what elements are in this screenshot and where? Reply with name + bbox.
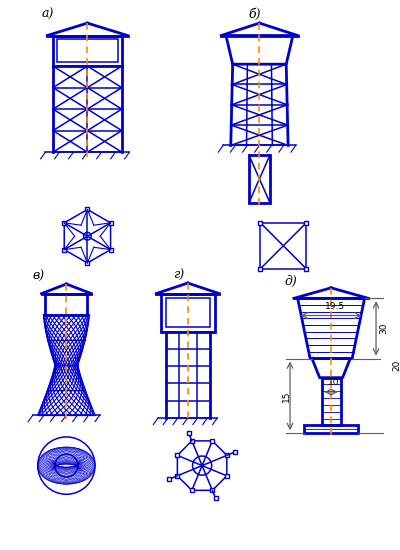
Text: 15: 15: [282, 390, 291, 402]
Text: б): б): [248, 8, 260, 21]
Text: 19.5: 19.5: [325, 302, 345, 311]
Bar: [161, 294, 214, 332]
Text: 20: 20: [392, 360, 400, 371]
Bar: [166, 298, 210, 327]
Text: 30: 30: [379, 323, 388, 334]
Bar: [322, 378, 341, 426]
Text: д): д): [284, 275, 297, 288]
Bar: [53, 36, 122, 66]
Text: г): г): [174, 270, 185, 282]
Bar: [45, 294, 88, 315]
Text: 10: 10: [328, 378, 340, 387]
Bar: [260, 223, 306, 269]
Bar: [57, 40, 118, 62]
Bar: [249, 155, 270, 203]
Text: а): а): [42, 8, 54, 21]
Bar: [304, 426, 358, 433]
Text: в): в): [32, 270, 44, 283]
